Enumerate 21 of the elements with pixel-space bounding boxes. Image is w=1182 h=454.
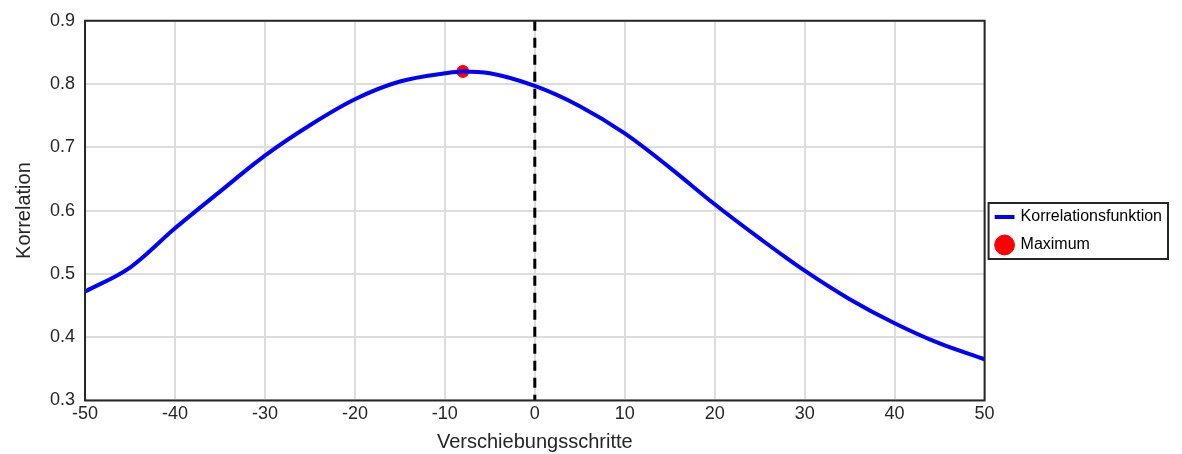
x-tick-label: -30 <box>251 403 278 424</box>
y-tick-label: 0.5 <box>49 262 76 283</box>
x-tick-label: -20 <box>341 403 368 424</box>
x-tick-label: -10 <box>431 403 458 424</box>
x-tick-label: 30 <box>794 403 815 424</box>
x-tick-label: -40 <box>161 403 188 424</box>
legend-label: Korrelationsfunktion <box>1020 207 1163 225</box>
y-tick-label: 0.6 <box>49 199 76 220</box>
x-tick-label: 20 <box>704 403 725 424</box>
y-tick-label: 0.4 <box>49 326 76 347</box>
legend-label: Maximum <box>1020 235 1090 253</box>
y-tick-label: 0.3 <box>49 389 76 410</box>
x-tick-label: 0 <box>529 403 540 424</box>
y-axis-title: Korrelation <box>11 162 34 259</box>
x-tick-label: 40 <box>884 403 905 424</box>
x-tick-label: 10 <box>614 403 635 424</box>
y-tick-label: 0.8 <box>49 73 76 94</box>
y-tick-label: 0.7 <box>49 136 76 157</box>
x-axis-title: Verschiebungsschritte <box>436 429 633 452</box>
y-tick-label: 0.9 <box>49 9 76 30</box>
x-tick-label: 50 <box>974 403 995 424</box>
